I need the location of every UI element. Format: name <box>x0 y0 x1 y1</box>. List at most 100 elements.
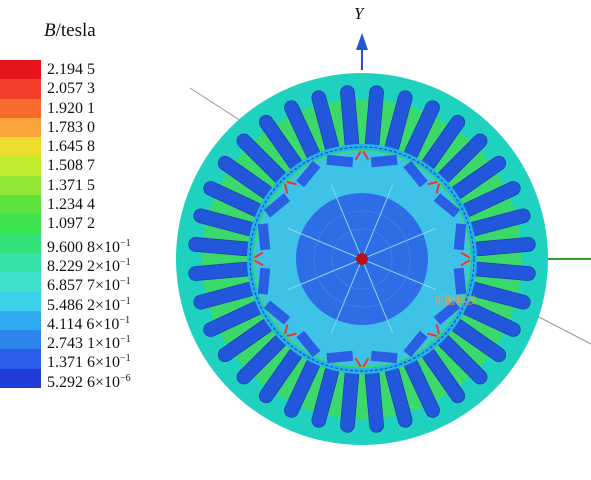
legend-swatch <box>0 137 41 157</box>
rotor-magnet <box>403 160 428 188</box>
legend-value-label: 1.371 5 <box>47 176 95 195</box>
legend-value-mantissa: 1.920 1 <box>47 99 95 117</box>
rotor-magnet <box>326 154 354 168</box>
legend-value-mantissa: 2.057 3 <box>47 80 95 98</box>
legend-value-mantissa: 2.743 1×10 <box>47 335 121 353</box>
legend-row: 1.234 4 <box>0 195 160 215</box>
legend-value-label: 6.857 7×10−1 <box>47 272 131 295</box>
legend-value-mantissa: 4.114 6×10 <box>47 315 120 333</box>
legend-title: B/tesla <box>44 20 96 42</box>
legend-value-label: 1.097 2 <box>47 214 95 233</box>
legend-value-label: 5.292 6×10−6 <box>47 369 131 392</box>
legend-value-label: 4.114 6×10−1 <box>47 311 130 334</box>
legend-row: 1.783 0 <box>0 117 160 138</box>
legend-value-mantissa: 1.371 6×10 <box>47 354 121 372</box>
rotor-bridge-hotspot <box>362 357 370 368</box>
rotor-bridge-hotspot <box>354 150 362 161</box>
rotor-magnet <box>296 160 321 188</box>
rotor-bridge-hotspot <box>435 324 441 335</box>
rotor-magnet <box>263 300 291 325</box>
rotor-bridge-hotspot <box>460 259 471 267</box>
background-diagonal-line-right <box>534 314 591 345</box>
legend-value-label: 1.783 0 <box>47 118 95 137</box>
rotor-bridge-hotspot <box>286 332 297 338</box>
legend-value-exponent: −1 <box>120 256 131 268</box>
legend-value-mantissa: 5.292 6×10 <box>47 373 121 391</box>
rotor-magnet <box>453 267 467 295</box>
legend-swatch <box>0 117 41 138</box>
rotor-bridge-hotspot <box>427 332 438 338</box>
legend-row: 1.371 5 <box>0 175 160 196</box>
legend-value-label: 1.371 6×10−1 <box>47 349 131 372</box>
rotor-magnet <box>453 223 467 251</box>
legend-swatch <box>0 272 41 292</box>
legend-row: 1.645 8 <box>0 137 160 157</box>
legend-row: 9.600 8×10−1 <box>0 233 160 256</box>
legend-title-unit: /tesla <box>55 20 96 41</box>
legend-swatch <box>0 349 41 369</box>
legend-row: 2.194 5 <box>0 60 160 80</box>
legend-title-variable: B <box>44 20 56 41</box>
legend-row: 5.486 2×10−1 <box>0 291 160 314</box>
legend-swatch <box>0 330 41 350</box>
legend-row: 1.371 6×10−1 <box>0 349 160 371</box>
y-axis-arrow-icon <box>356 33 368 50</box>
legend-row: 1.097 2 <box>0 214 160 234</box>
legend-swatch <box>0 310 41 331</box>
legend-value-mantissa: 2.194 5 <box>47 61 95 78</box>
legend-value-mantissa: 1.645 8 <box>47 138 95 156</box>
rotor-rib-line <box>287 227 363 260</box>
rotor-bridge-hotspot <box>286 180 297 186</box>
legend-swatch <box>0 214 41 234</box>
legend-value-exponent: −1 <box>120 295 131 307</box>
rotor-magnet <box>296 330 321 358</box>
rotor-bridge-hotspot <box>253 259 264 267</box>
legend-swatch <box>0 368 41 389</box>
rotor-magnet <box>370 350 398 364</box>
legend-value-mantissa: 1.097 2 <box>47 215 95 233</box>
rotor-bridge-hotspot <box>427 180 438 186</box>
legend-row: 5.292 6×10−6 <box>0 368 160 391</box>
rotor-rib-line <box>361 184 394 260</box>
rotor-rib-line <box>287 258 363 291</box>
rotor-bridge-hotspot <box>283 324 289 335</box>
rotor-bridge-hotspot <box>283 183 289 194</box>
flux-contour <box>313 210 411 308</box>
legend-value-mantissa: 1.234 4 <box>47 196 95 214</box>
legend-swatch <box>0 98 41 118</box>
legend-value-label: 5.486 2×10−1 <box>47 292 131 315</box>
color-legend: 2.194 5 2.057 3 1.920 1 1.783 0 1.645 8 1.508… <box>0 60 160 391</box>
rotor-bridge-hotspot <box>362 150 370 161</box>
rotor-magnet <box>403 330 428 358</box>
legend-value-exponent: −1 <box>120 237 131 249</box>
legend-value-label: 1.920 1 <box>47 99 95 118</box>
rotor-magnet <box>433 193 461 218</box>
legend-value-label: 9.600 8×10−1 <box>47 234 131 257</box>
legend-row: 6.857 7×10−1 <box>0 272 160 294</box>
rotor-magnet <box>370 154 398 168</box>
legend-value-label: 1.508 7 <box>47 156 95 175</box>
rotor-rib-line <box>330 184 363 260</box>
rotor-rib-line <box>330 258 363 334</box>
legend-value-exponent: −1 <box>120 334 131 346</box>
legend-value-mantissa: 5.486 2×10 <box>47 296 121 314</box>
legend-value-mantissa: 1.371 5 <box>47 176 95 194</box>
rotor-magnet <box>257 267 271 295</box>
legend-row: 1.508 7 <box>0 156 160 176</box>
legend-value-exponent: −6 <box>120 372 131 384</box>
watermark-text: 乐图科技 <box>434 296 478 307</box>
rotor-bridge-hotspot <box>253 251 264 259</box>
legend-row: 2.057 3 <box>0 79 160 99</box>
legend-row: 4.114 6×10−1 <box>0 310 160 333</box>
legend-value-label: 2.194 5 <box>47 60 95 79</box>
legend-swatch <box>0 79 41 99</box>
rotor-magnet <box>257 223 271 251</box>
legend-value-mantissa: 9.600 8×10 <box>47 238 121 256</box>
rotor-bridge-hotspot <box>460 251 471 259</box>
legend-value-label: 8.229 2×10−1 <box>47 253 131 276</box>
y-axis-label: Y <box>354 4 364 23</box>
rotor-rib-line <box>361 258 394 334</box>
legend-value-mantissa: 6.857 7×10 <box>47 277 121 295</box>
legend-swatch <box>0 252 41 273</box>
